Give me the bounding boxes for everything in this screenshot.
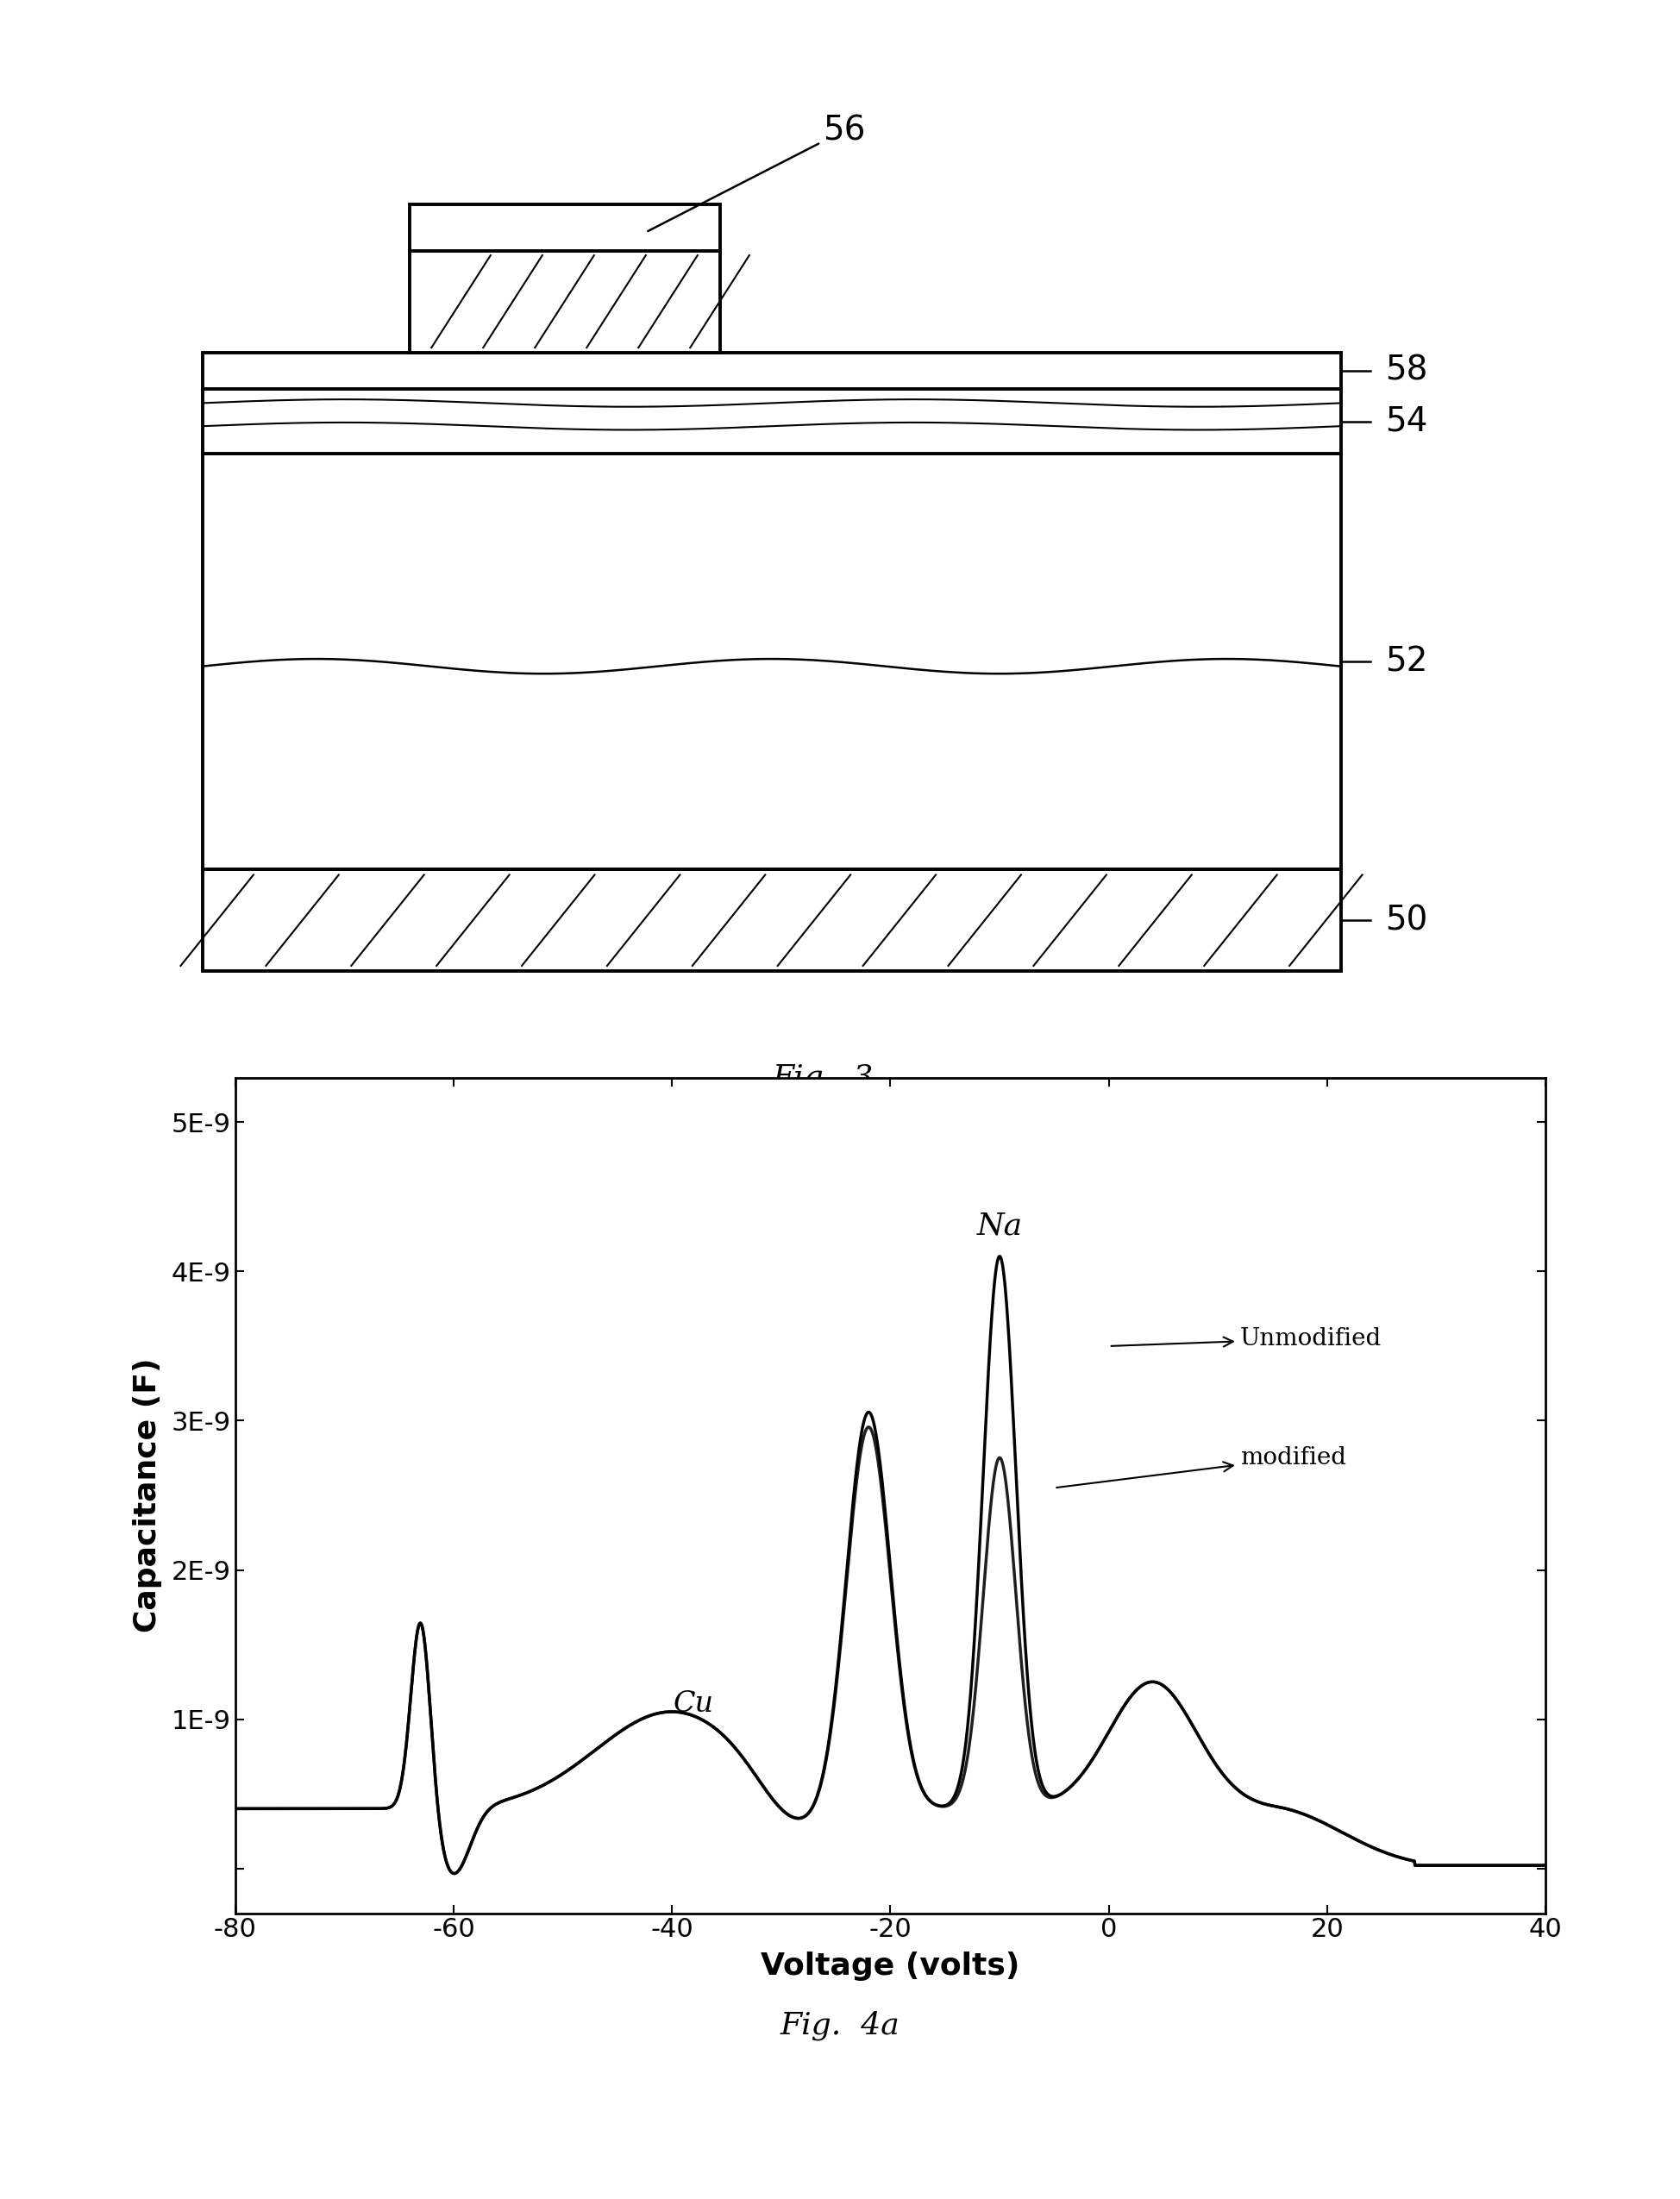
Bar: [202, 869, 1341, 972]
Text: Unmodified: Unmodified: [1110, 1326, 1381, 1350]
Text: 54: 54: [1384, 405, 1428, 438]
Text: 52: 52: [1384, 644, 1428, 677]
Bar: [202, 352, 1341, 389]
Y-axis label: Capacitance (F): Capacitance (F): [133, 1359, 161, 1632]
Text: Fig.  3: Fig. 3: [773, 1064, 874, 1093]
Text: Na: Na: [976, 1212, 1023, 1240]
Bar: [202, 453, 1341, 869]
Text: 56: 56: [648, 114, 865, 231]
X-axis label: Voltage (volts): Voltage (volts): [761, 1953, 1020, 1981]
Text: 50: 50: [1384, 904, 1428, 937]
Bar: [202, 389, 1341, 453]
Text: Cu: Cu: [674, 1691, 714, 1717]
Text: modified: modified: [1057, 1447, 1346, 1487]
Text: Fig.  4a: Fig. 4a: [780, 2010, 900, 2041]
Bar: [410, 205, 719, 352]
Text: 58: 58: [1384, 354, 1428, 387]
